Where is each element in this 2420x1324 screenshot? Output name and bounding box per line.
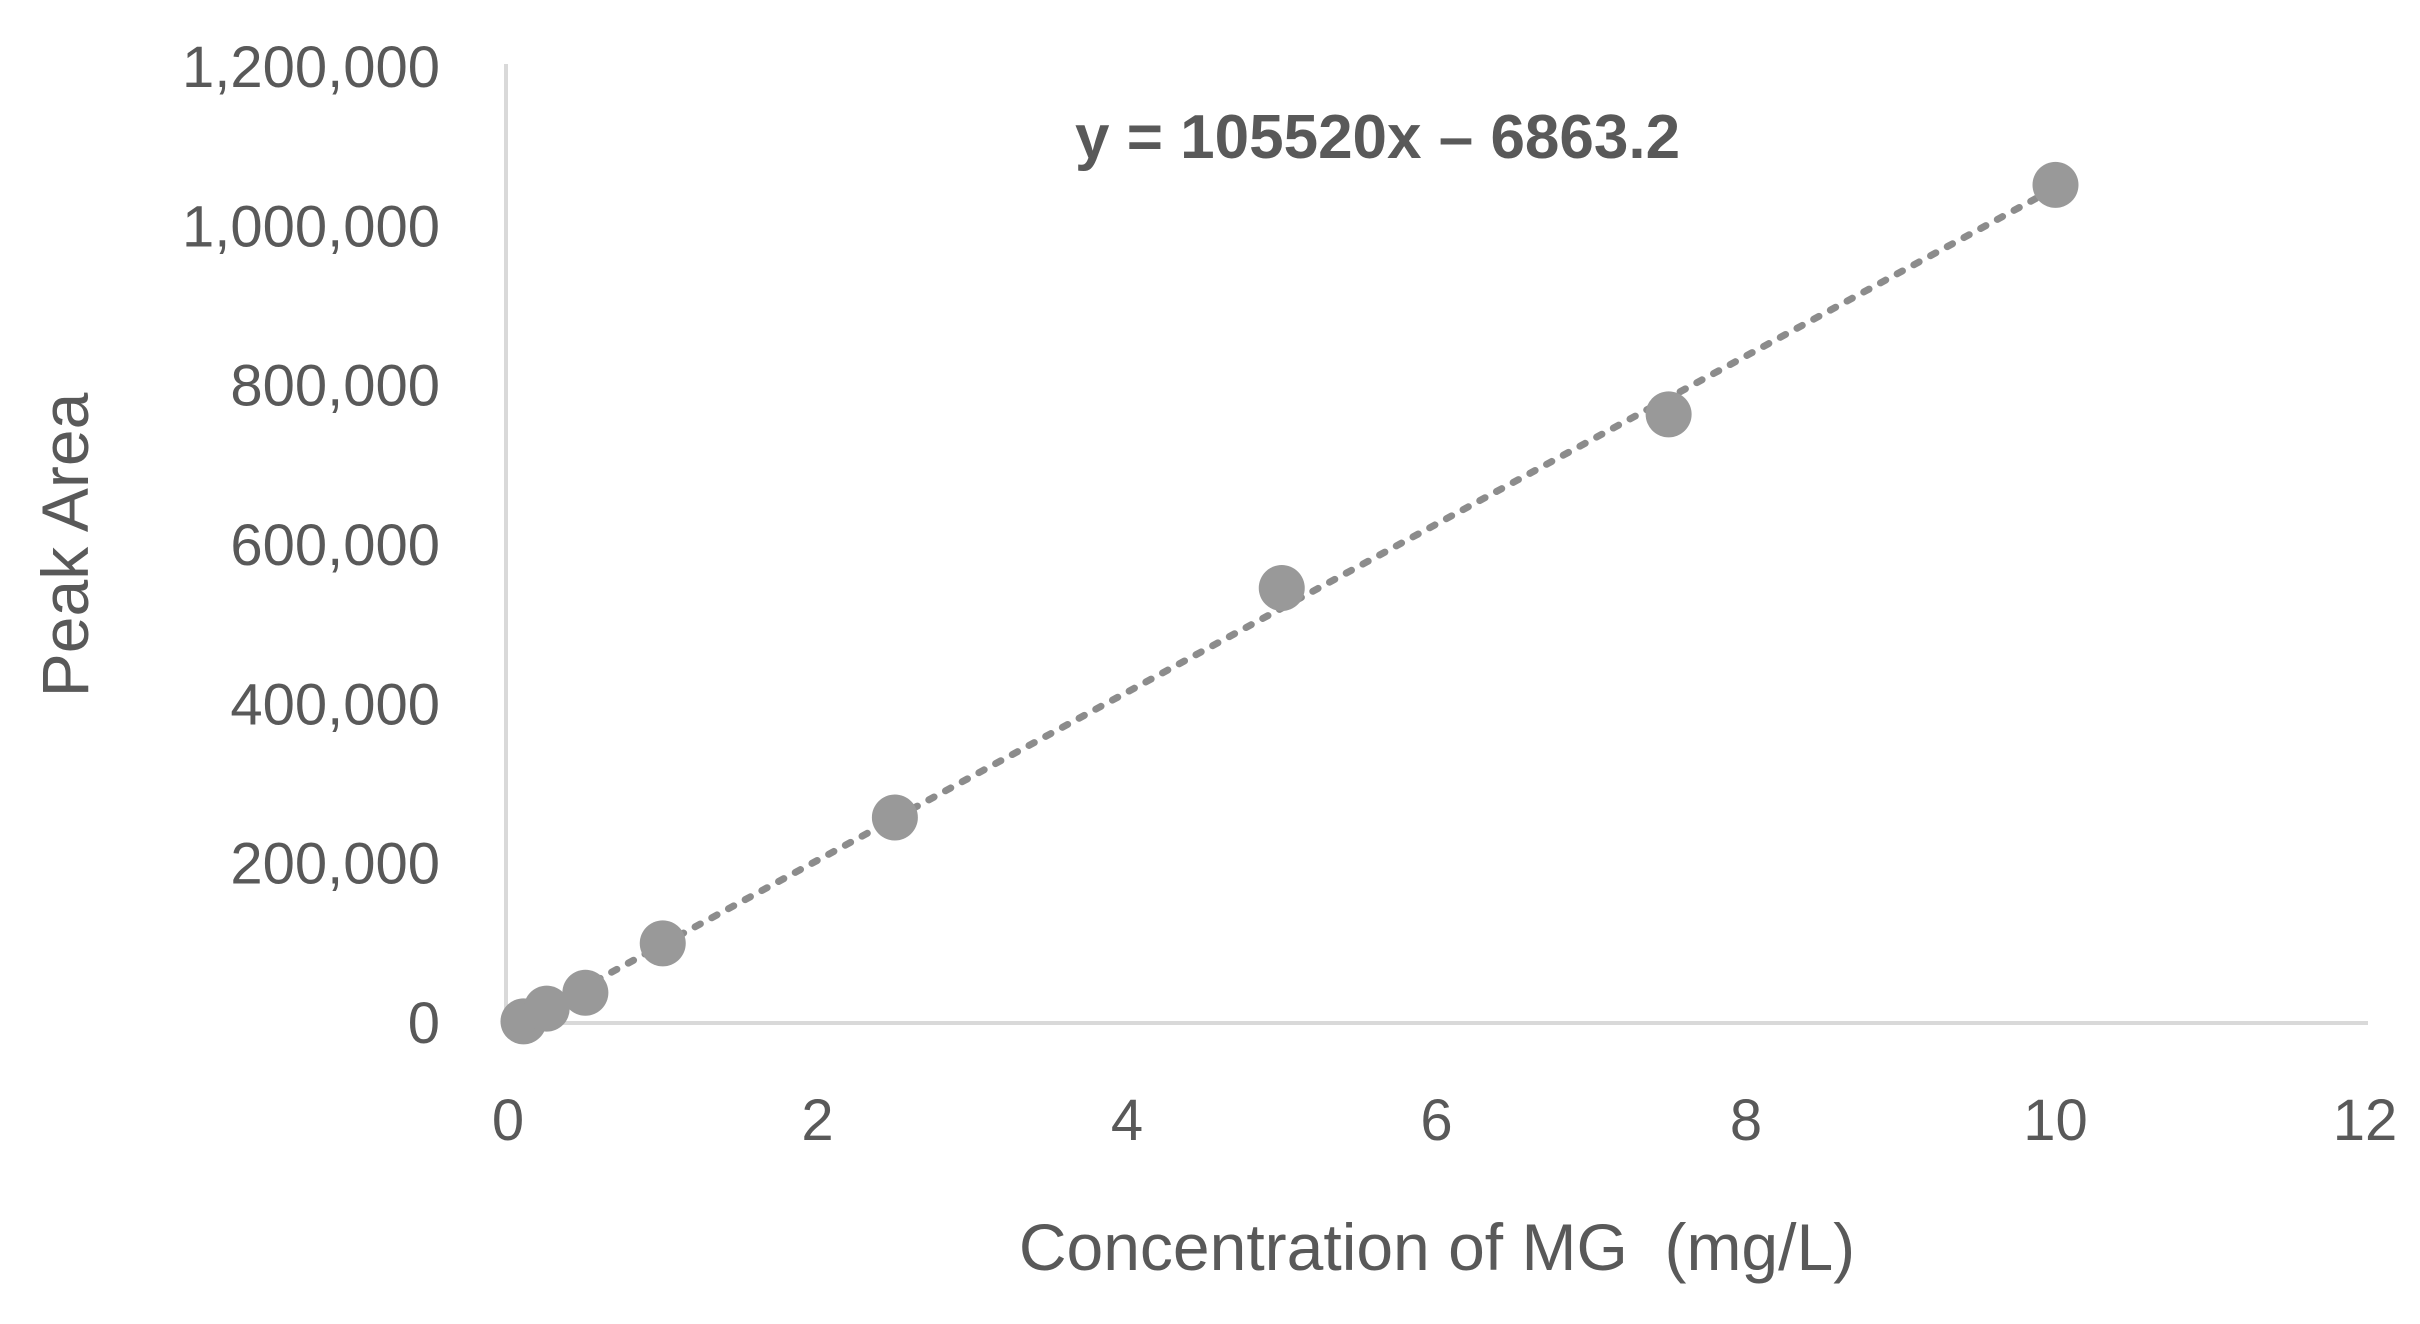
y-tick-label: 800,000 [230,354,440,419]
y-tick-label: 400,000 [230,672,440,737]
data-point [1258,565,1305,612]
trendline-line [524,184,2059,1022]
y-tick-label: 0 [408,991,440,1056]
y-tick-label: 600,000 [230,513,440,578]
x-tick-label: 0 [492,1088,524,1153]
y-axis-title: Peak Area [28,392,102,697]
data-points [500,161,2079,1045]
data-point [871,794,918,841]
x-tick-label: 4 [1111,1088,1143,1153]
y-tick-label: 200,000 [230,832,440,897]
x-tick-labels: 0 2 4 6 8 10 12 [492,1088,2397,1153]
data-point [1645,391,1692,438]
trendline-equation: y = 105520x – 6863.2 [1075,103,1680,172]
x-tick-label: 8 [1730,1088,1762,1153]
data-point [523,985,570,1032]
x-tick-label: 12 [2333,1088,2398,1153]
trendline [524,184,2059,1022]
x-axis-title: Concentration of MG (mg/L) [1019,1210,1855,1284]
data-point [2032,161,2079,208]
x-tick-label: 2 [801,1088,833,1153]
y-tick-label: 1,000,000 [182,194,440,259]
y-tick-labels: 0 200,000 400,000 600,000 800,000 1,000,000 1,… [182,35,440,1056]
data-point [562,969,609,1016]
x-tick-label: 10 [2023,1088,2088,1153]
y-tick-label: 1,200,000 [182,35,440,100]
x-tick-label: 6 [1420,1088,1452,1153]
data-point [639,920,686,967]
